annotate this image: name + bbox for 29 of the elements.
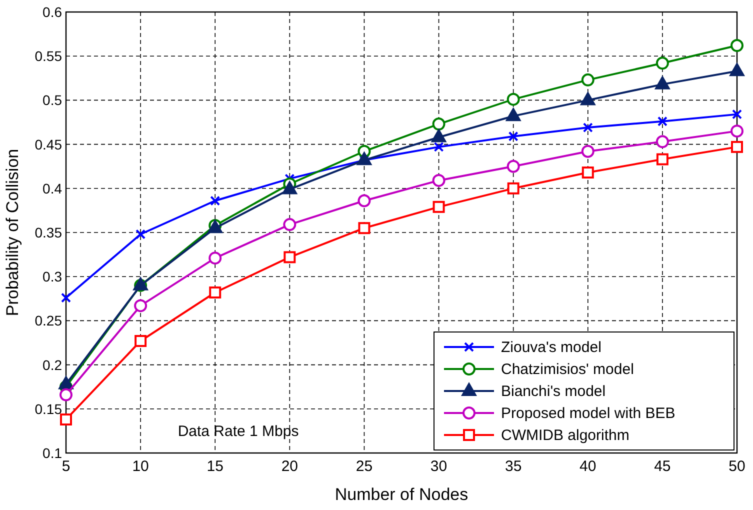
- y-axis-title: Probability of Collision: [3, 148, 22, 316]
- y-tick-label: 0.5: [42, 92, 62, 108]
- y-tick-label: 0.3: [42, 268, 62, 285]
- y-tick-label: 0.25: [34, 312, 62, 329]
- x-tick-label: 35: [504, 458, 522, 475]
- legend-label: Ziouva's model: [501, 339, 602, 356]
- y-tick-label: 0.15: [34, 400, 62, 417]
- y-tick-label: 0.55: [34, 48, 62, 64]
- x-tick-label: 40: [580, 458, 596, 475]
- y-tick-label: 0.1: [42, 445, 62, 461]
- legend-label: Chatzimisios' model: [501, 361, 634, 378]
- y-tick-label: 0.6: [42, 4, 62, 20]
- x-tick-label: 50: [728, 458, 746, 475]
- x-tick-label: 45: [654, 458, 671, 475]
- legend-label: CWMIDB algorithm: [501, 427, 630, 444]
- x-tick-label: 20: [281, 458, 298, 475]
- legend-label: Bianchi's model: [501, 383, 606, 400]
- x-axis-title: Number of Nodes: [334, 485, 468, 504]
- y-tick-label: 0.4: [42, 180, 62, 196]
- y-tick-label: 0.35: [34, 224, 62, 240]
- x-tick-label: 30: [430, 458, 448, 475]
- x-tick-label: 10: [132, 458, 149, 475]
- x-tick-label: 15: [206, 458, 224, 475]
- y-tick-label: 0.2: [42, 356, 62, 373]
- legend-label: Proposed model with BEB: [501, 405, 676, 422]
- annotation: Data Rate 1 Mbps: [178, 422, 299, 440]
- x-tick-label: 5: [62, 458, 70, 475]
- y-tick-label: 0.45: [34, 136, 62, 152]
- x-tick-label: 25: [356, 458, 373, 475]
